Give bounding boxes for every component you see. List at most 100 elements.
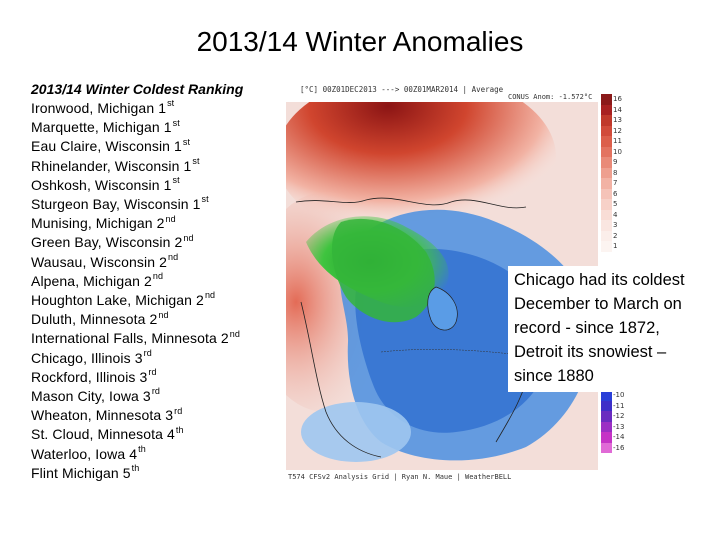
ranking-item-ordinal: st (167, 98, 175, 109)
ranking-item: Wheaton, Minnesota 3rd (31, 406, 281, 425)
color-scale-cell (601, 178, 612, 189)
ranking-item-ordinal: th (138, 444, 146, 454)
color-scale-label: 5 (613, 200, 618, 208)
coastline-pacific (300, 301, 382, 458)
ranking-item-place: Marquette, Michigan 1 (31, 119, 172, 136)
ranking-item-place: Munising, Michigan 2 (31, 215, 165, 232)
mild-anomaly-southwest (301, 402, 411, 462)
color-scale-label: 10 (613, 147, 622, 156)
ranking-item-ordinal: nd (165, 213, 176, 224)
ranking-item: Green Bay, Wisconsin 2nd (31, 233, 281, 252)
ranking-item-place: Alpena, Michigan 2 (31, 272, 152, 289)
color-scale-label: 8 (613, 168, 618, 177)
color-scale-label: 9 (613, 158, 618, 166)
ranking-item: Flint Michigan 5th (31, 464, 281, 483)
ranking-item-ordinal: rd (151, 386, 161, 397)
color-scale-cell (601, 230, 612, 241)
slide-title: 2013/14 Winter Anomalies (196, 26, 524, 57)
ranking-item-ordinal: nd (152, 271, 164, 282)
ranking-item-ordinal: nd (183, 232, 194, 243)
color-scale-label: 1 (613, 242, 618, 250)
color-scale-label: -10 (613, 391, 625, 399)
ranking-item: Oshkosh, Wisconsin 1st (31, 176, 281, 195)
color-scale-label: -11 (613, 401, 625, 410)
map-anomaly-readout: CONUS Anom: -1.572°C (508, 93, 593, 101)
color-scale-cell (601, 104, 612, 115)
ranking-list: Ironwood, Michigan 1st Marquette, Michiga… (31, 99, 281, 483)
color-scale-cell (601, 125, 612, 136)
map-footer: T574 CFSv2 Analysis Grid | Ryan N. Maue … (288, 473, 512, 481)
callout-text: Chicago had its coldest December to Marc… (514, 271, 685, 385)
color-scale-cell (601, 220, 612, 231)
color-scale-label: -14 (613, 433, 625, 441)
ranking-item-place: Sturgeon Bay, Wisconsin 1 (31, 196, 201, 213)
ranking-item-place: Duluth, Minnesota 2 (31, 311, 158, 328)
ranking-item-place: Ironwood, Michigan 1 (31, 100, 167, 116)
color-scale-cell (601, 400, 612, 411)
ranking-item: Duluth, Minnesota 2nd (31, 310, 281, 329)
color-scale-cell (601, 199, 612, 210)
color-scale-cell (601, 432, 612, 443)
color-scale-cell (601, 167, 612, 178)
ranking-item-ordinal: nd (158, 309, 169, 320)
ranking-item: Sturgeon Bay, Wisconsin 1st (31, 195, 281, 214)
color-scale-cell (601, 421, 612, 432)
ranking-item-ordinal: rd (174, 405, 183, 416)
map-header: [°C] 00Z01DEC2013 ---> 00Z01MAR2014 | Av… (300, 85, 504, 94)
ranking-item: Mason City, Iowa 3rd (31, 387, 281, 406)
color-scale-label: 2 (613, 231, 618, 240)
color-scale-label: 13 (613, 116, 622, 124)
color-scale-label: 6 (613, 189, 618, 198)
color-scale-label: 14 (613, 105, 622, 114)
us-canada-border (380, 349, 512, 355)
color-scale-cell (601, 157, 612, 168)
coastline-arctic (295, 197, 527, 209)
ranking-item: Munising, Michigan 2nd (31, 214, 281, 233)
color-scale-label: 16 (613, 95, 622, 103)
anomaly-map-image (286, 102, 598, 470)
ranking-item-place: Waterloo, Iowa 4 (31, 445, 138, 462)
ranking-item: Ironwood, Michigan 1st (31, 99, 281, 118)
color-scale-cell (601, 442, 612, 453)
ranking-item-ordinal: rd (143, 347, 152, 358)
ranking-item: Marquette, Michigan 1st (31, 118, 281, 137)
ranking-item-place: Wausau, Wisconsin 2 (31, 253, 167, 270)
ranking-item: Wausau, Wisconsin 2nd (31, 251, 281, 272)
ranking-item: Rhinelander, Wisconsin 1st (31, 155, 281, 176)
color-scale-label: -13 (613, 422, 625, 431)
ranking-item-ordinal: nd (204, 290, 216, 301)
ranking-item-ordinal: rd (148, 367, 157, 378)
ranking-item-place: Flint Michigan 5 (31, 464, 131, 481)
color-scale-label: 4 (613, 210, 618, 219)
color-scale-cell (601, 390, 612, 401)
ranking-item-place: Green Bay, Wisconsin 2 (31, 234, 183, 251)
color-scale-label: 11 (613, 137, 622, 145)
chicago-detroit-callout: Chicago had its coldest December to Marc… (508, 266, 708, 392)
ranking-item-ordinal: st (172, 175, 180, 186)
ranking-item: International Falls, Minnesota 2nd (31, 329, 281, 348)
ranking-item: Chicago, Illinois 3rd (31, 347, 281, 368)
ranking-item-place: Rhinelander, Wisconsin 1 (31, 157, 192, 174)
color-scale-label: -16 (613, 443, 625, 452)
ranking-item: Rockford, Illinois 3rd (31, 368, 281, 387)
color-scale-cell (601, 94, 612, 105)
ranking-item-place: Chicago, Illinois 3 (31, 349, 143, 366)
color-scale-cell (601, 411, 612, 422)
ranking-heading: 2013/14 Winter Coldest Ranking (31, 81, 244, 97)
ranking-item-place: International Falls, Minnesota 2 (31, 330, 229, 347)
color-scale-cell (601, 241, 612, 252)
temperature-anomaly-map: [°C] 00Z01DEC2013 ---> 00Z01MAR2014 | Av… (286, 80, 626, 482)
cold-anomaly-core (331, 218, 435, 323)
color-scale-label: 3 (613, 221, 618, 229)
color-scale-cell (601, 136, 612, 147)
color-scale-label: -12 (613, 412, 625, 420)
ranking-item-ordinal: nd (229, 328, 240, 339)
ranking-item-ordinal: nd (168, 251, 179, 262)
ranking-item: St. Cloud, Minnesota 4th (31, 425, 281, 444)
ranking-item: Waterloo, Iowa 4th (31, 445, 281, 464)
ranking-item: Eau Claire, Wisconsin 1st (31, 137, 281, 156)
color-scale-label: 7 (613, 179, 618, 187)
ranking-item-place: Eau Claire, Wisconsin 1 (31, 138, 182, 155)
color-scale-cell (601, 209, 612, 220)
ranking-item-ordinal: st (192, 155, 200, 166)
